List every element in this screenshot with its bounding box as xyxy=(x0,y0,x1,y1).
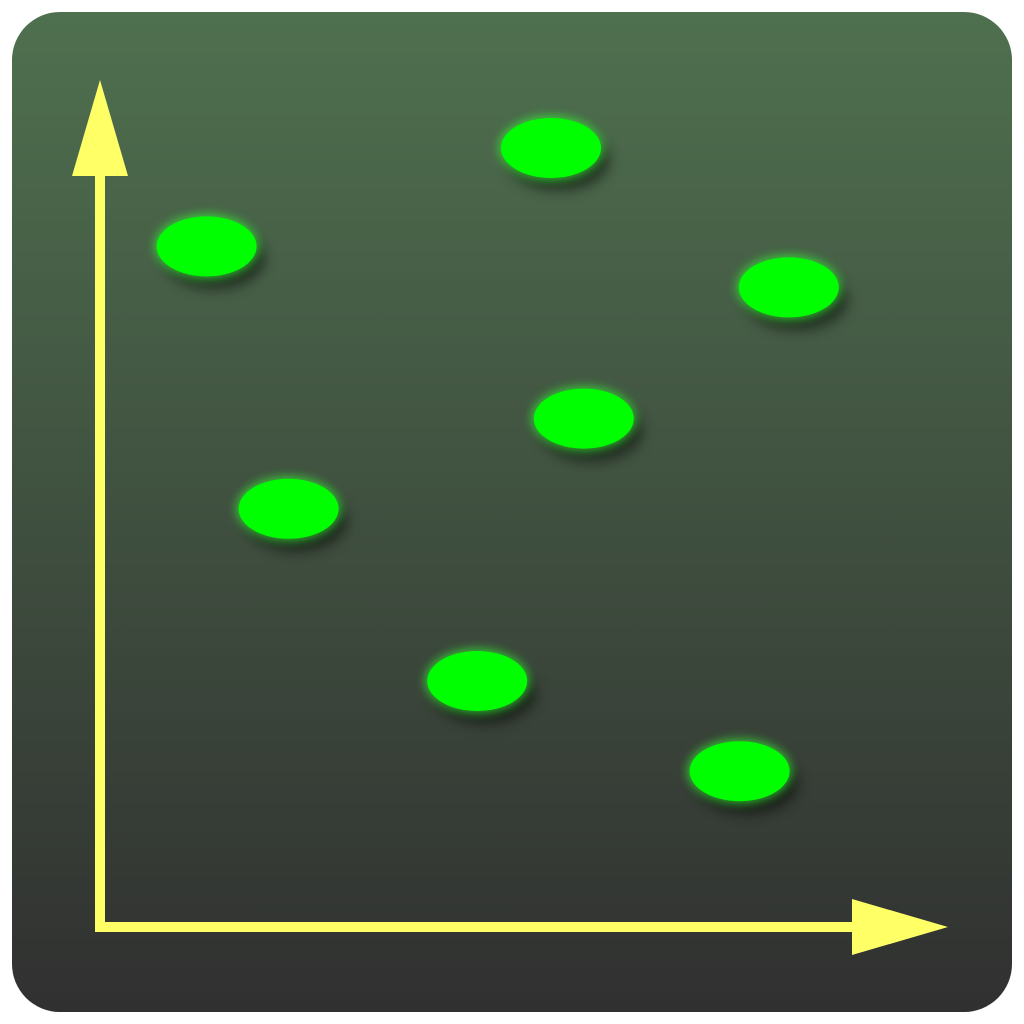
data-point xyxy=(154,214,265,289)
data-point-marker xyxy=(156,216,257,277)
data-point xyxy=(499,116,609,190)
scatter-plot-icon xyxy=(12,12,1012,1012)
chart-background xyxy=(12,12,1012,1012)
data-point xyxy=(236,476,347,551)
chart-axes xyxy=(72,80,948,955)
data-point-marker xyxy=(501,118,601,178)
data-point xyxy=(531,386,642,461)
scatter-chart xyxy=(12,12,1012,1012)
data-point-marker xyxy=(738,257,839,318)
data-points xyxy=(154,116,847,814)
data-point-marker xyxy=(427,651,528,711)
y-axis-arrowhead xyxy=(72,80,128,176)
data-point xyxy=(425,649,536,723)
data-point xyxy=(736,255,847,330)
x-axis-arrowhead xyxy=(852,899,948,955)
data-point xyxy=(687,739,798,814)
data-point-marker xyxy=(238,478,339,539)
data-point-marker xyxy=(689,741,790,802)
data-point-marker xyxy=(533,388,634,449)
